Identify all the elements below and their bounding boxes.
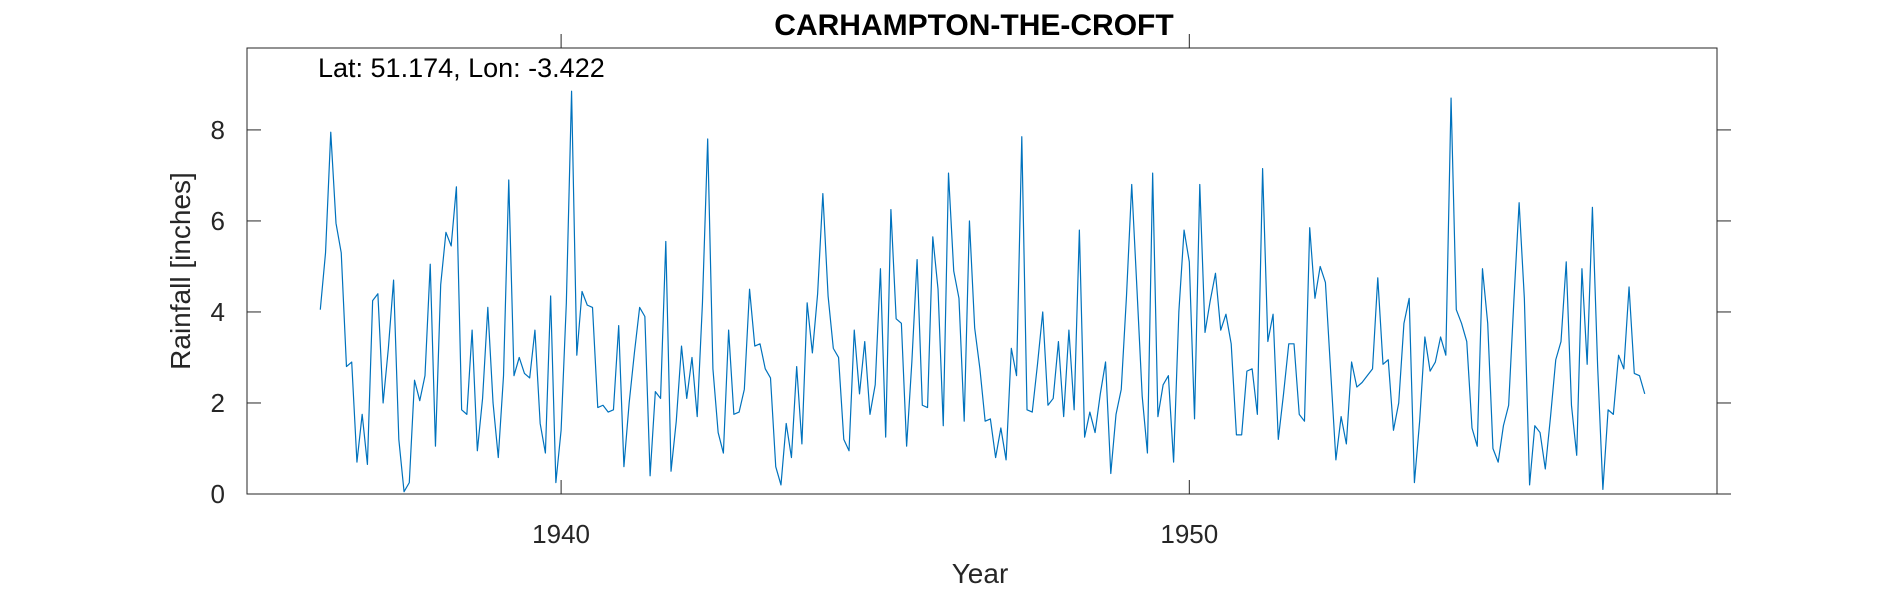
x-axis-ticks: 1940 1950	[532, 34, 1218, 549]
x-axis-label: Year	[952, 558, 1009, 589]
chart-title: CARHAMPTON-THE-CROFT	[774, 9, 1173, 42]
y-axis-ticks: 0 2 4 6 8	[211, 115, 1731, 509]
rainfall-series-line	[319, 90, 1646, 493]
plot-area	[246, 47, 1718, 495]
y-tick-label: 6	[211, 206, 225, 236]
series-group	[319, 90, 1646, 493]
location-annotation: Lat: 51.174, Lon: -3.422	[318, 53, 605, 83]
y-axis-label: Rainfall [inches]	[165, 172, 196, 370]
y-tick-label: 8	[211, 115, 225, 145]
y-tick-label: 0	[211, 479, 225, 509]
x-tick-label: 1940	[532, 519, 590, 549]
x-tick-label: 1950	[1160, 519, 1218, 549]
y-tick-label: 2	[211, 388, 225, 418]
y-tick-label: 4	[211, 297, 225, 327]
